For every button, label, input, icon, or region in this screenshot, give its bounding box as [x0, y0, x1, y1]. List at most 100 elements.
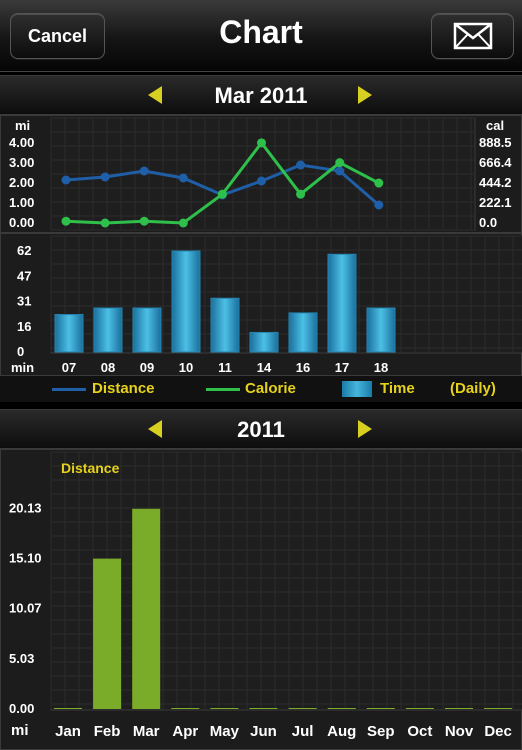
chart-title: Distance — [61, 460, 120, 476]
y-tick-label: 3.00 — [9, 155, 34, 170]
calorie-data-point — [296, 189, 306, 199]
distance-legend-swatch — [52, 388, 86, 391]
calorie-data-point — [61, 216, 71, 226]
y-tick-label: 15.10 — [9, 551, 42, 566]
y2-tick-label: 0.0 — [479, 215, 497, 230]
x-tick-label: Aug — [327, 723, 356, 740]
time-bar — [171, 250, 201, 353]
distance-bar — [132, 508, 161, 709]
x-tick-label: 08 — [101, 360, 115, 375]
page-title: Chart — [219, 14, 303, 50]
y2-tick-label: 222.1 — [479, 195, 512, 210]
distance-data-point — [296, 160, 306, 170]
distance-data-point — [335, 166, 345, 176]
time-bar — [327, 253, 357, 353]
calorie-data-point — [217, 189, 227, 199]
yearly-distance-chart-panel: Distance 0.00 5.03 10.07 15.10 20.13 Jan Feb Mar… — [0, 449, 522, 750]
distance-calorie-chart-panel: mi cal 0.00 1.00 2.00 3.00 4.00 0.0 222.1 444.2 66… — [0, 115, 522, 233]
time-legend-swatch — [342, 381, 372, 397]
y-tick-label: 0.00 — [9, 701, 34, 716]
distance-bar — [210, 708, 239, 709]
cancel-button[interactable]: Cancel — [10, 13, 105, 59]
distance-calorie-line-chart: mi cal 0.00 1.00 2.00 3.00 4.00 0.0 222.1 444.2 66… — [9, 117, 512, 231]
next-year-arrow-icon[interactable] — [358, 420, 372, 438]
time-bar-chart: 0 16 31 47 62 07 08 09 10 11 14 16 17 18 min — [11, 235, 522, 375]
distance-data-point — [374, 200, 384, 210]
distance-data-point — [100, 172, 110, 182]
previous-year-arrow-icon[interactable] — [148, 420, 162, 438]
next-month-arrow-icon[interactable] — [358, 86, 372, 104]
y2-axis-label: cal — [486, 118, 504, 133]
calorie-data-point — [374, 178, 384, 188]
distance-bar — [288, 708, 317, 709]
x-tick-label: Sep — [367, 723, 395, 740]
time-bar — [249, 331, 279, 353]
y-tick-label: 1.00 — [9, 195, 34, 210]
month-label: Mar 2011 — [214, 83, 308, 108]
distance-data-point — [257, 176, 266, 186]
previous-month-arrow-icon[interactable] — [148, 86, 162, 104]
x-tick-label: Dec — [484, 723, 512, 740]
y-tick-label: 5.03 — [9, 651, 34, 666]
year-selector: 2011 — [0, 409, 522, 449]
x-tick-label: 09 — [140, 360, 154, 375]
x-tick-label: 14 — [257, 360, 272, 375]
y-axis-label: mi — [15, 118, 30, 133]
x-tick-label: Feb — [94, 723, 121, 740]
time-bar — [54, 314, 84, 353]
distance-bar — [93, 558, 122, 709]
envelope-icon — [453, 22, 492, 50]
y2-tick-label: 888.5 — [479, 135, 512, 150]
yearly-distance-bar-chart: Distance 0.00 5.03 10.07 15.10 20.13 Jan Feb Mar… — [9, 451, 522, 740]
distance-bar — [171, 708, 200, 709]
year-label: 2011 — [237, 417, 285, 442]
time-legend-label: Time — [380, 380, 415, 397]
x-tick-label: 16 — [296, 360, 310, 375]
x-tick-label: 07 — [62, 360, 76, 375]
distance-data-point — [178, 173, 188, 183]
calorie-data-point — [178, 218, 188, 228]
time-bar — [366, 307, 396, 353]
distance-bar — [405, 708, 434, 709]
calorie-legend-swatch — [206, 388, 240, 391]
y-tick-label: 4.00 — [9, 135, 34, 150]
distance-bar — [445, 708, 473, 709]
distance-bar — [484, 708, 513, 709]
y-tick-label: 62 — [17, 243, 31, 258]
time-bar-chart-panel: 0 16 31 47 62 07 08 09 10 11 14 16 17 18 min — [0, 233, 522, 376]
x-tick-label: Apr — [172, 723, 198, 740]
calorie-data-point — [335, 158, 345, 168]
time-bar — [93, 307, 123, 353]
time-bar — [210, 297, 240, 353]
distance-bar — [366, 708, 395, 709]
y-tick-label: 10.07 — [9, 601, 42, 616]
y-tick-label: 0.00 — [9, 215, 34, 230]
y-tick-label: 16 — [17, 319, 31, 334]
time-bar — [132, 307, 162, 353]
x-tick-label: Jan — [55, 723, 81, 740]
x-tick-label: 17 — [335, 360, 349, 375]
x-tick-label: 18 — [374, 360, 388, 375]
x-tick-label: Jun — [250, 723, 277, 740]
mail-button[interactable] — [431, 13, 514, 59]
calorie-data-point — [139, 216, 149, 226]
x-tick-label: 10 — [179, 360, 193, 375]
calorie-data-point — [100, 218, 110, 228]
y-tick-label: 20.13 — [9, 500, 42, 515]
y2-tick-label: 444.2 — [479, 175, 512, 190]
distance-bar — [327, 708, 356, 709]
y2-tick-label: 666.4 — [479, 155, 512, 170]
distance-bar — [249, 708, 278, 709]
distance-bar — [54, 708, 82, 709]
x-tick-label: Jul — [292, 723, 314, 740]
plot-area — [50, 451, 522, 711]
y-tick-label: 47 — [17, 268, 31, 283]
x-tick-label: Mar — [133, 723, 160, 740]
distance-data-point — [61, 175, 71, 185]
distance-legend-label: Distance — [92, 380, 155, 397]
daily-mode-label: (Daily) — [450, 380, 496, 397]
calorie-legend-label: Calorie — [245, 380, 296, 397]
y-tick-label: 0 — [17, 344, 24, 359]
navigation-bar: Cancel Chart — [0, 0, 522, 72]
month-selector: Mar 2011 — [0, 75, 522, 115]
